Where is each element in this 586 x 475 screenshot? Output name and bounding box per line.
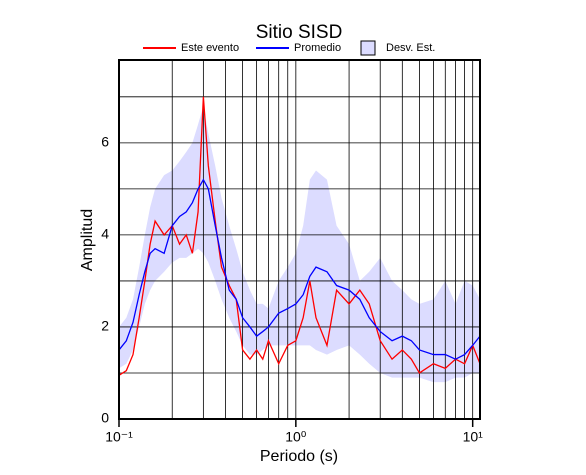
y-tick-label: 2	[101, 318, 109, 334]
legend-label: Promedio	[294, 42, 341, 54]
plot-frame	[118, 59, 481, 420]
std-band	[119, 106, 480, 383]
chart-title: Sitio SISD	[256, 22, 343, 43]
y-tick-label: 4	[101, 226, 109, 242]
series-line	[118, 96, 481, 376]
x-tick-label: 10⁰	[285, 429, 307, 445]
series-line	[118, 178, 481, 360]
legend-label: Desv. Est.	[386, 42, 435, 54]
legend-label: Este evento	[181, 42, 239, 54]
x-tick-label: 10⁻¹	[105, 429, 133, 445]
y-tick-label: 6	[101, 134, 109, 150]
x-axis-label: Periodo (s)	[260, 448, 338, 465]
x-tick-label: 10¹	[463, 429, 484, 445]
legend-swatch	[360, 40, 376, 56]
y-tick-label: 0	[101, 410, 109, 426]
y-axis-label: Amplitud	[79, 209, 96, 271]
